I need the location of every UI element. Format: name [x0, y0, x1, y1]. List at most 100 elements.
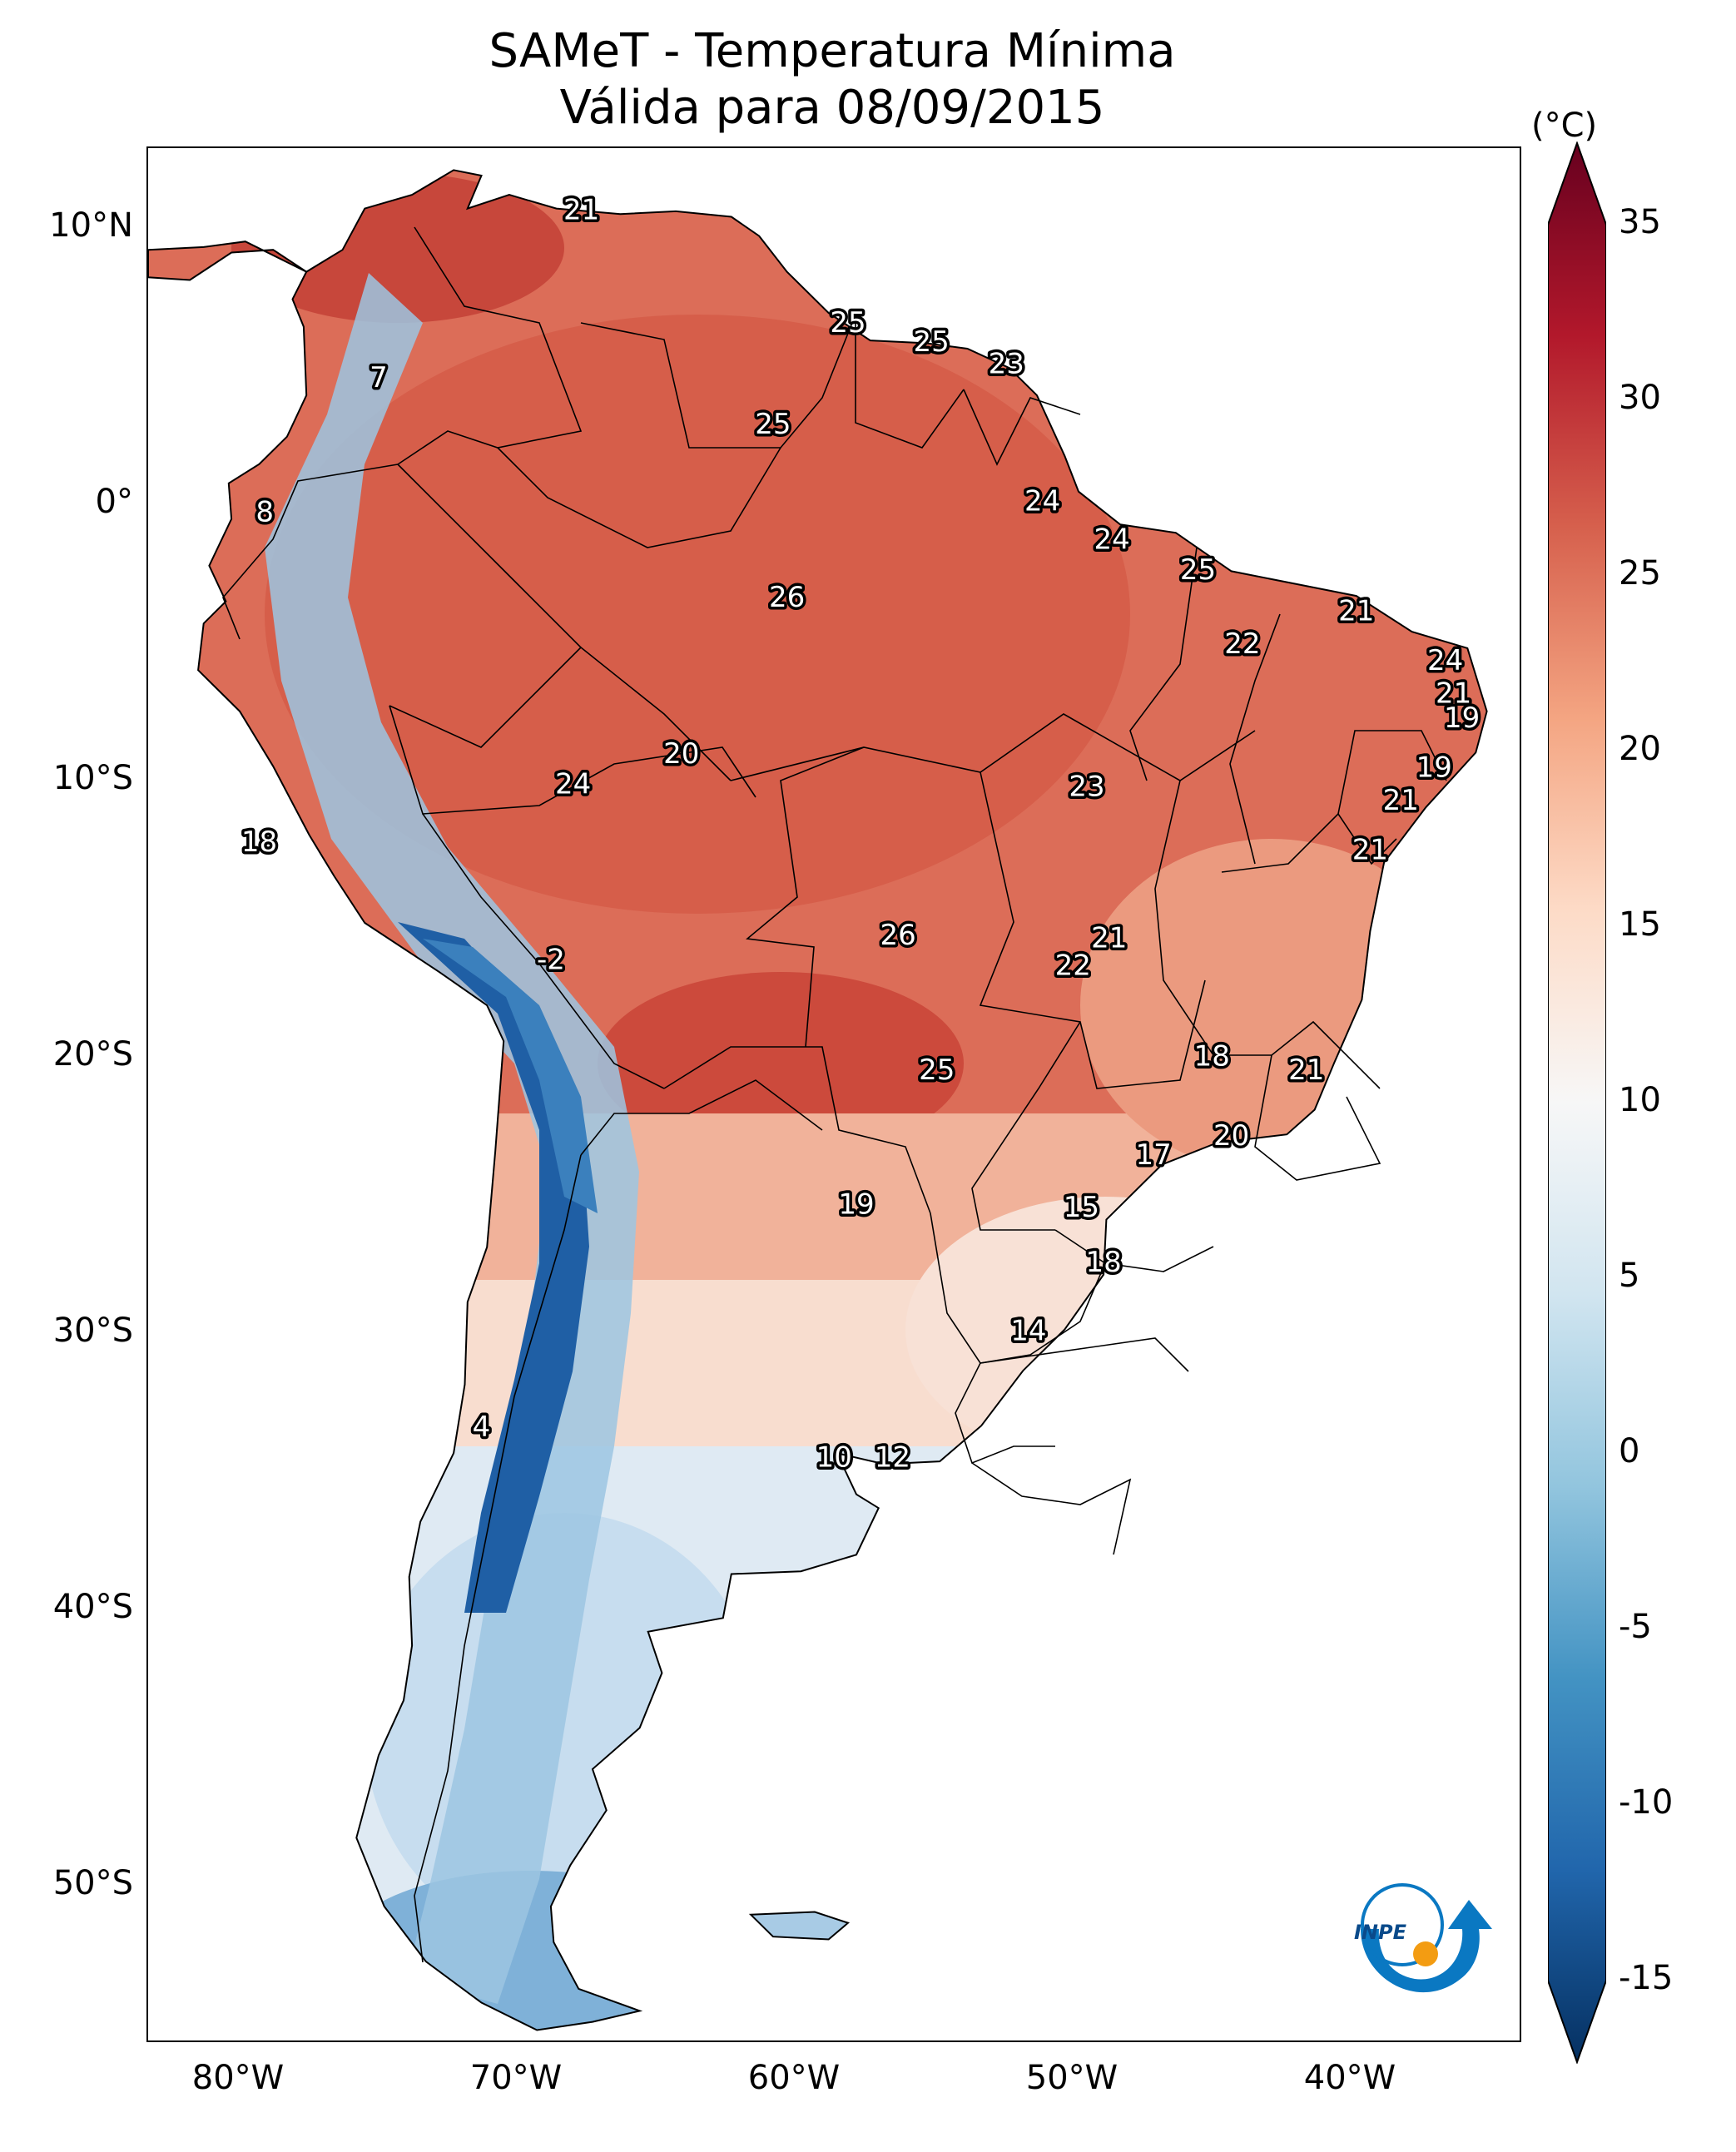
inpe-logo: INPE — [1354, 1883, 1492, 1993]
temperature-label: 24 — [1427, 644, 1463, 677]
temperature-label: 25 — [755, 408, 791, 441]
border-line — [1154, 780, 1381, 1089]
temperature-label: 23 — [989, 347, 1024, 380]
colorbar-tick-label: 25 — [1619, 554, 1661, 593]
temperature-label: 20 — [663, 737, 699, 771]
colorbar-tick-label: 5 — [1619, 1257, 1640, 1295]
temperature-label: 7 — [370, 361, 388, 394]
lon-label-60w: 60°W — [747, 2059, 841, 2097]
border-line — [497, 447, 781, 548]
colorbar-tick-label: 20 — [1619, 730, 1661, 768]
andes-coldest-strip — [398, 922, 589, 1613]
east-coast-mild — [1080, 839, 1463, 1172]
border-line — [397, 226, 583, 465]
mild-region — [148, 1113, 1487, 1297]
border-line — [1054, 1229, 1214, 1272]
logo-swoosh — [1361, 1900, 1492, 1993]
temperature-label: 20 — [1213, 1119, 1249, 1153]
colorbar-body — [1548, 141, 1606, 2064]
border-line — [580, 647, 732, 781]
falkland-islands — [748, 1911, 851, 1941]
map-subtitle: Válida para 08/09/2015 — [559, 81, 1105, 135]
temperature-label: 23 — [1069, 771, 1104, 804]
colorbar-tick-label: 35 — [1619, 203, 1661, 241]
lon-label-50w: 50°W — [1025, 2059, 1118, 2097]
temperature-label: 21 — [1091, 921, 1127, 955]
temperature-label: 24 — [555, 767, 591, 801]
colorbar-tick-label: 10 — [1619, 1081, 1661, 1119]
temperature-label: 18 — [1194, 1039, 1230, 1073]
border-line — [971, 1021, 1081, 1231]
border-line — [1254, 1054, 1381, 1181]
border-line — [855, 315, 965, 449]
hot-core-amazon — [265, 315, 1130, 914]
border-line — [580, 1079, 823, 1156]
temperature-label: 25 — [830, 306, 866, 340]
border-line — [663, 1046, 931, 1214]
colorbar-unit: (°C) — [1531, 107, 1598, 145]
lat-label-20s: 20°S — [52, 1035, 133, 1074]
temperature-label: 19 — [838, 1188, 874, 1222]
temperature-label: 14 — [1010, 1314, 1046, 1347]
temperature-label: 24 — [1094, 523, 1129, 557]
colorbar-tick-label: 15 — [1619, 905, 1661, 944]
temperature-label: 15 — [1064, 1191, 1099, 1224]
colorbar-tick-label: 30 — [1619, 379, 1661, 417]
lat-label-0: 0° — [95, 483, 133, 521]
temperature-label: 21 — [563, 193, 599, 226]
border-line — [746, 746, 865, 1048]
border-line — [222, 464, 399, 640]
colorbar-tick-label: 0 — [1619, 1432, 1640, 1470]
lon-label-70w: 70°W — [469, 2059, 563, 2097]
border-line — [971, 1462, 1132, 1555]
lat-label-40s: 40°S — [52, 1588, 133, 1626]
temperature-label: 10 — [816, 1440, 852, 1474]
lat-label-10s: 10°S — [52, 759, 133, 797]
temperature-label: 4 — [473, 1411, 491, 1444]
border-line — [1337, 730, 1447, 815]
temperature-label: 22 — [1055, 949, 1091, 982]
temperature-label: -2 — [537, 944, 565, 977]
andes-cold-strip — [265, 273, 639, 2004]
temperature-label: 8 — [255, 496, 274, 529]
lon-label-40w: 40°W — [1303, 2059, 1396, 2097]
colorbar-tick-label: -5 — [1619, 1608, 1652, 1646]
andes-high-plateau — [423, 939, 598, 1213]
border-line — [414, 1154, 582, 1963]
temperature-label: 19 — [1416, 751, 1452, 785]
temperature-label: 21 — [1338, 594, 1374, 627]
temperature-label: 21 — [1383, 784, 1419, 817]
map-panel[interactable]: 21 25 25 23 7 25 8 24 24 25 26 21 22 24 21 19 20 19 24 23 21… — [146, 146, 1521, 2042]
cool-region — [148, 1280, 1487, 1463]
map-title: SAMeT - Temperatura Mínima — [489, 24, 1176, 78]
border-line — [389, 705, 756, 815]
logo-ring — [1361, 1883, 1444, 1966]
temperature-label: 26 — [769, 581, 805, 614]
temperature-label: 21 — [1352, 834, 1388, 867]
colorbar-tick-label: -10 — [1619, 1783, 1674, 1822]
hot-core-chaco — [598, 972, 964, 1155]
lat-label-50s: 50°S — [52, 1864, 133, 1902]
cold-region — [148, 1446, 1487, 2031]
colorbar — [1548, 141, 1606, 2064]
border-line — [963, 389, 1081, 466]
temperature-label: 18 — [1085, 1246, 1121, 1279]
logo-orange-dot — [1413, 1941, 1438, 1966]
temperature-label: 21 — [1436, 677, 1471, 711]
border-line — [1229, 613, 1281, 865]
temperature-label: 25 — [1180, 553, 1216, 587]
temperature-label: 18 — [241, 826, 277, 859]
temperature-label: 19 — [1444, 702, 1480, 735]
temperature-label: 25 — [919, 1054, 955, 1087]
border-line — [580, 314, 856, 449]
temperature-label: 21 — [1288, 1054, 1324, 1087]
border-line — [980, 1337, 1189, 1372]
coastline — [148, 169, 1488, 2031]
country-borders — [222, 226, 1447, 1963]
temperature-label: 26 — [880, 919, 915, 952]
border-line — [1129, 547, 1198, 781]
lat-label-10n: 10°N — [49, 206, 133, 245]
temperature-label: 22 — [1224, 627, 1260, 661]
border-line — [730, 713, 1256, 781]
